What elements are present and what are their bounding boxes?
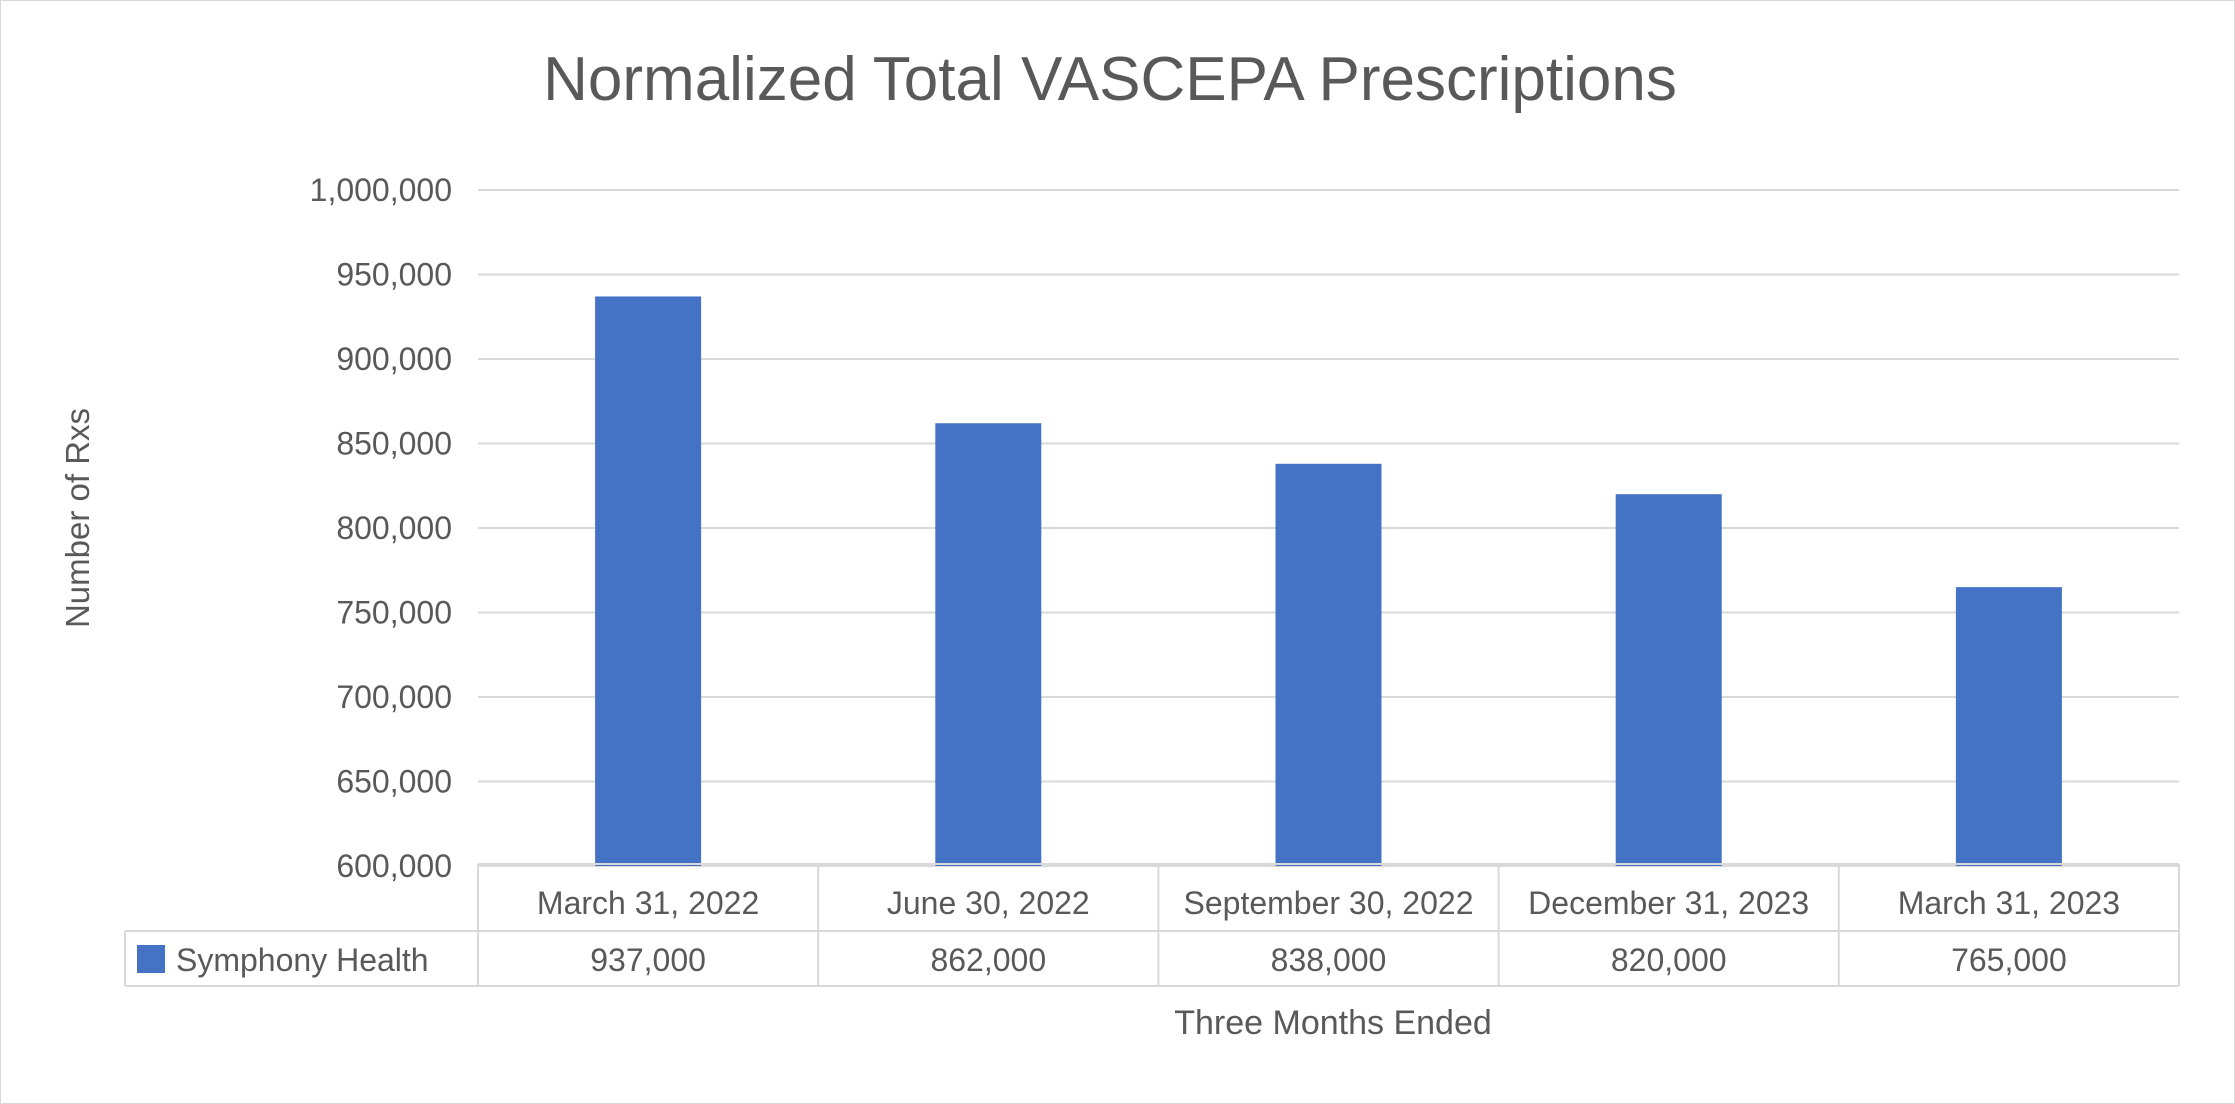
gridlines [478, 189, 2179, 867]
y-tick-label: 1,000,000 [310, 172, 452, 208]
bar [935, 423, 1042, 866]
x-category-label: June 30, 2022 [887, 885, 1090, 921]
legend-label: Symphony Health [176, 942, 429, 978]
y-tick-label: 750,000 [336, 595, 452, 631]
y-axis-title: Number of Rxs [59, 408, 96, 628]
chart-title: Normalized Total VASCEPA Prescriptions [543, 45, 1677, 114]
x-category-label: March 31, 2023 [1898, 885, 2120, 921]
bar [1615, 494, 1722, 866]
x-category-label: March 31, 2022 [537, 885, 759, 921]
y-tick-label: 600,000 [336, 848, 452, 884]
bars [595, 296, 2062, 867]
bar [1955, 587, 2062, 866]
bar [1275, 463, 1382, 866]
data-label: 862,000 [930, 942, 1046, 978]
y-tick-label: 650,000 [336, 764, 452, 800]
x-axis-title: Three Months Ended [1174, 1004, 1492, 1042]
y-tick-label: 950,000 [336, 257, 452, 293]
data-label: 838,000 [1271, 942, 1387, 978]
y-tick-label: 900,000 [336, 341, 452, 377]
y-tick-label: 700,000 [336, 679, 452, 715]
bar [595, 296, 702, 867]
y-tick-label: 800,000 [336, 510, 452, 546]
data-table: March 31, 2022 937,000 June 30, 2022 862,00… [124, 863, 2180, 987]
legend-swatch [137, 945, 165, 973]
y-tick-label: 850,000 [336, 426, 452, 462]
data-label: 765,000 [1951, 942, 2067, 978]
data-label: 937,000 [590, 942, 706, 978]
x-category-label: September 30, 2022 [1184, 885, 1474, 921]
y-axis-tick-labels: 600,000 650,000 700,000 750,000 800,000 850,0… [310, 172, 452, 884]
x-category-label: December 31, 2023 [1528, 885, 1809, 921]
data-label: 820,000 [1611, 942, 1727, 978]
